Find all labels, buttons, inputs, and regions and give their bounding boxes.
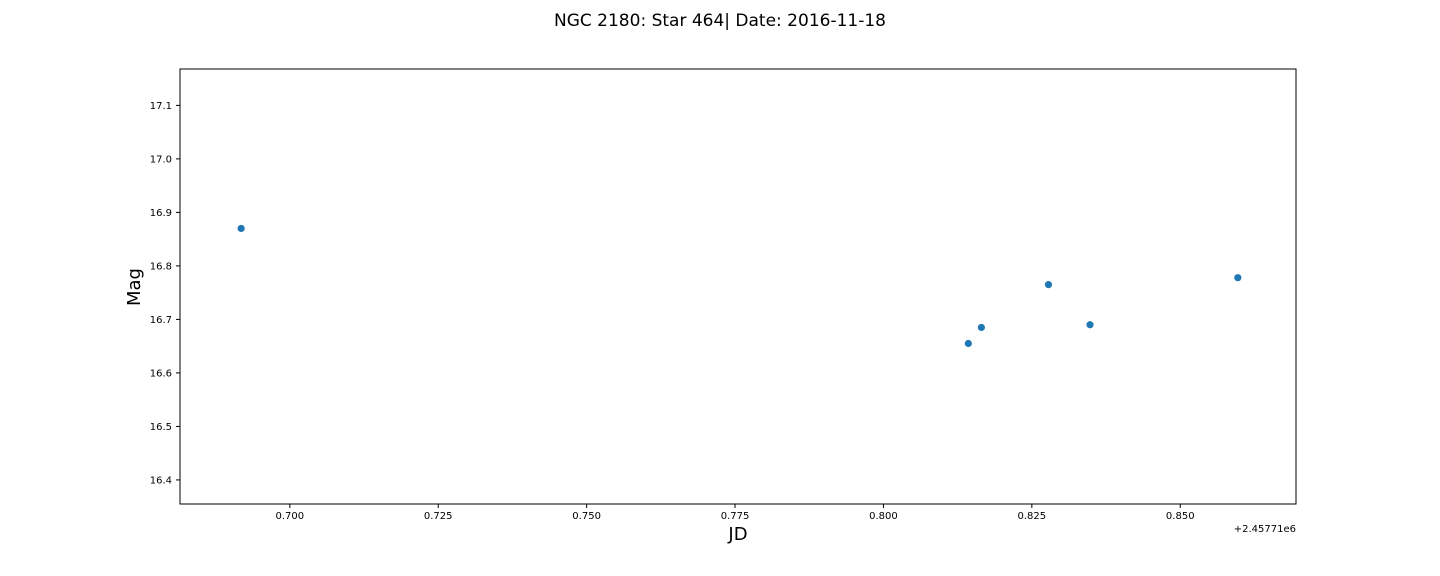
y-tick-label: 16.5: [150, 422, 172, 433]
y-tick-label: 16.8: [150, 261, 172, 272]
x-tick-label: 0.800: [869, 511, 898, 522]
data-point: [1234, 274, 1242, 282]
y-tick-label: 16.4: [150, 475, 172, 486]
x-tick-label: 0.700: [275, 511, 304, 522]
plot-frame: [179, 68, 1297, 505]
x-axis-offset-label: +2.45771e6: [1234, 524, 1296, 535]
plot-area: [179, 68, 1297, 505]
data-point: [237, 224, 245, 233]
y-tick-label: 16.6: [150, 368, 172, 379]
y-tick-label: 17.0: [150, 154, 172, 165]
y-tick-label: 17.1: [150, 101, 172, 112]
x-axis-label: JD: [727, 524, 747, 545]
x-tick-label: 0.825: [1018, 511, 1047, 522]
y-axis-ticks: 16.4 16.5 16.6 16.7 16.8 16.9 17.0 17.1: [150, 101, 180, 486]
y-tick-label: 16.7: [150, 315, 172, 326]
y-axis-label: Mag: [124, 268, 145, 306]
x-axis-ticks: 0.700 0.725 0.750 0.775 0.800 0.825 0.850: [275, 504, 1195, 522]
x-tick-label: 0.775: [721, 511, 750, 522]
data-point: [1086, 321, 1094, 329]
data-points: [237, 224, 1242, 348]
x-tick-label: 0.725: [424, 511, 453, 522]
chart-title: NGC 2180: Star 464| Date: 2016-11-18: [554, 11, 886, 31]
x-tick-label: 0.850: [1166, 511, 1195, 522]
data-point: [1044, 281, 1053, 289]
data-point: [977, 323, 985, 332]
x-tick-label: 0.750: [572, 511, 601, 522]
y-tick-label: 16.9: [150, 208, 172, 219]
data-point: [964, 339, 972, 348]
